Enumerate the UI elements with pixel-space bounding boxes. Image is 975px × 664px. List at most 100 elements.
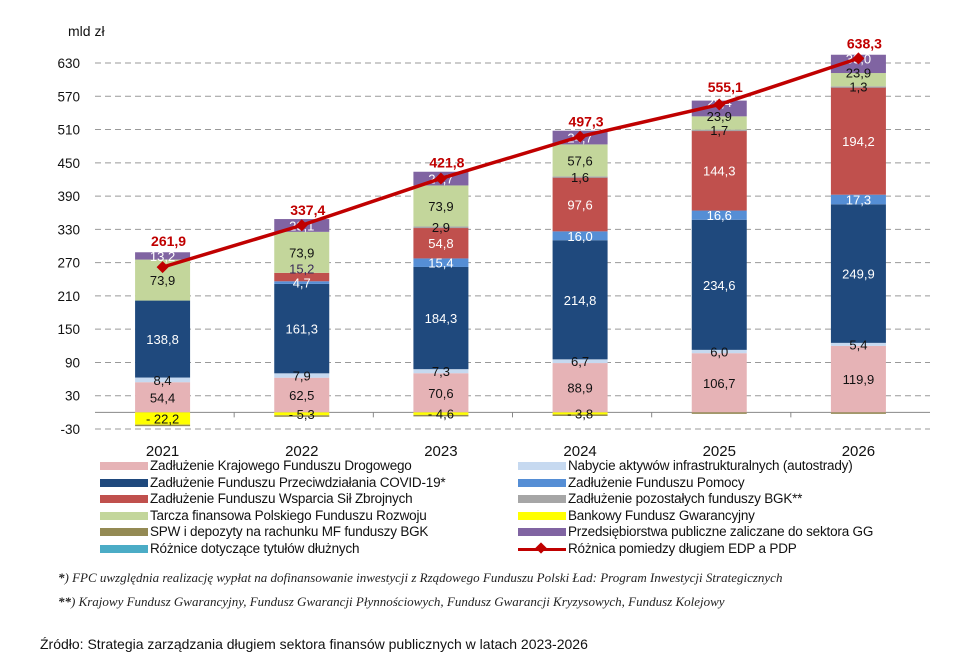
legend-label: Bankowy Fundusz Gwarancyjny [568,507,755,523]
footnote-2: **) Krajowy Fundusz Gwarancyjny, Fundusz… [58,594,725,610]
bar-segment [691,219,747,350]
bar-data-label: 70,6 [428,386,453,401]
bar-data-label: 119,9 [843,372,875,387]
y-axis-unit-label: mld zł [68,23,105,39]
bar-segment [830,342,886,346]
line-data-label: 638,3 [847,35,882,51]
bar-data-label: 106,7 [703,376,736,391]
legend-label: SPW i depozyty na rachunku MF funduszy B… [150,524,429,539]
legend-label: Różnice dotyczące tytułów dłużnych [150,540,360,556]
bar-data-label: 1,6 [571,170,589,185]
bar-segment [691,130,747,211]
bar-data-label: 6,7 [571,354,589,369]
footnote-1: *) FPC uwzględnia realizację wypłat na d… [58,570,782,586]
bar-data-label: 73,9 [150,273,175,288]
bar-segment [413,414,469,417]
y-tick-label: 390 [57,189,80,204]
bar-data-label: - 3,8 [567,406,593,421]
legend-label: Zadłużenie Funduszu Wsparcia Sił Zbrojny… [150,491,413,506]
x-tick-label: 2021 [146,443,179,460]
line-series-edp-pdp [162,56,859,269]
bar-data-label: 1,7 [710,123,728,138]
line-marker [156,261,169,274]
legend-swatch [518,495,566,503]
bar-data-label: - 4,6 [428,407,454,422]
y-tick-label: 30 [65,389,80,404]
source-note: Źródło: Strategia zarządzania długiem se… [40,636,588,652]
bar-data-label: 214,8 [564,293,597,308]
y-tick-label: 90 [65,355,80,370]
line-data-label: 421,8 [429,155,464,171]
bar-segment [552,240,608,360]
bar-data-label: 234,6 [703,278,736,293]
footnote-2-text: ) Krajowy Fundusz Gwarancyjny, Fundusz G… [71,594,725,609]
bar-data-label: 16,0 [567,229,592,244]
bar-segment [274,231,330,273]
bar-data-label: 54,8 [428,236,453,251]
bar-data-label: 184,3 [425,311,458,326]
bar-segment [413,412,469,415]
bar-segment [552,412,608,415]
bar-segment [830,345,886,413]
bar-segment [413,369,469,374]
y-tick-label: 210 [57,289,80,304]
legend-label: Nabycie aktywów infrastrukturalnych (aut… [568,458,853,473]
bar-segment [830,412,886,414]
bar-segment [691,412,747,414]
bar-segment [413,266,469,370]
line-marker [713,98,726,111]
bar-segment [274,415,330,417]
legend-label: Różnica pomiedzy długiem EDP a PDP [568,540,797,556]
bar-data-label: - 22,2 [146,412,179,427]
bar-segment [274,281,330,284]
bar-data-label: - 5,3 [289,407,315,422]
y-tick-label: -30 [60,422,80,437]
bar-data-label: 73,9 [428,199,453,214]
bar-segment [830,87,886,195]
bar-segment [135,382,191,413]
bar-data-label: 5,4 [849,337,867,352]
bar-segment [135,412,191,425]
bar-segment [691,116,747,130]
bar-data-label: 1,3 [849,80,867,95]
x-tick-label: 2025 [703,443,736,460]
bar-data-label: 54,4 [150,390,175,405]
bar-data-label: 15,4 [428,256,453,271]
legend-swatch [100,495,148,503]
bar-segment [274,272,330,282]
y-tick-label: 150 [57,322,80,337]
line-data-label: 337,4 [290,202,325,218]
bar-data-label: 17,3 [846,193,871,208]
bar-segment [274,377,330,413]
y-tick-label: 270 [57,256,80,271]
footnote-1-text: ) FPC uwzględnia realizację wypłat na do… [64,570,783,585]
bar-segment [691,353,747,413]
legend-swatch [100,544,148,553]
bar-data-label: 194,2 [842,134,875,149]
bar-segment [135,377,191,383]
legend-swatch [518,511,566,520]
bar-segment [413,226,469,229]
line-marker [434,172,447,185]
legend-swatch [518,541,566,554]
legend-swatch [518,478,566,487]
bar-segment [413,373,469,413]
line-marker [574,130,587,143]
bar-segment [552,176,608,178]
bar-segment [830,194,886,205]
x-tick-label: 2023 [424,443,457,460]
legend-swatch [100,462,148,470]
bar-segment [135,252,191,260]
bar-segment [274,412,330,416]
bar-segment [691,210,747,220]
bar-segment [552,177,608,232]
bar-segment [552,414,608,416]
y-tick-label: 330 [57,222,80,237]
bar-segment [691,349,747,354]
legend-swatch [100,511,148,520]
footnote-2-mark: ** [58,594,71,609]
bar-data-label: 2,9 [432,220,450,235]
y-tick-label: 450 [57,156,80,171]
